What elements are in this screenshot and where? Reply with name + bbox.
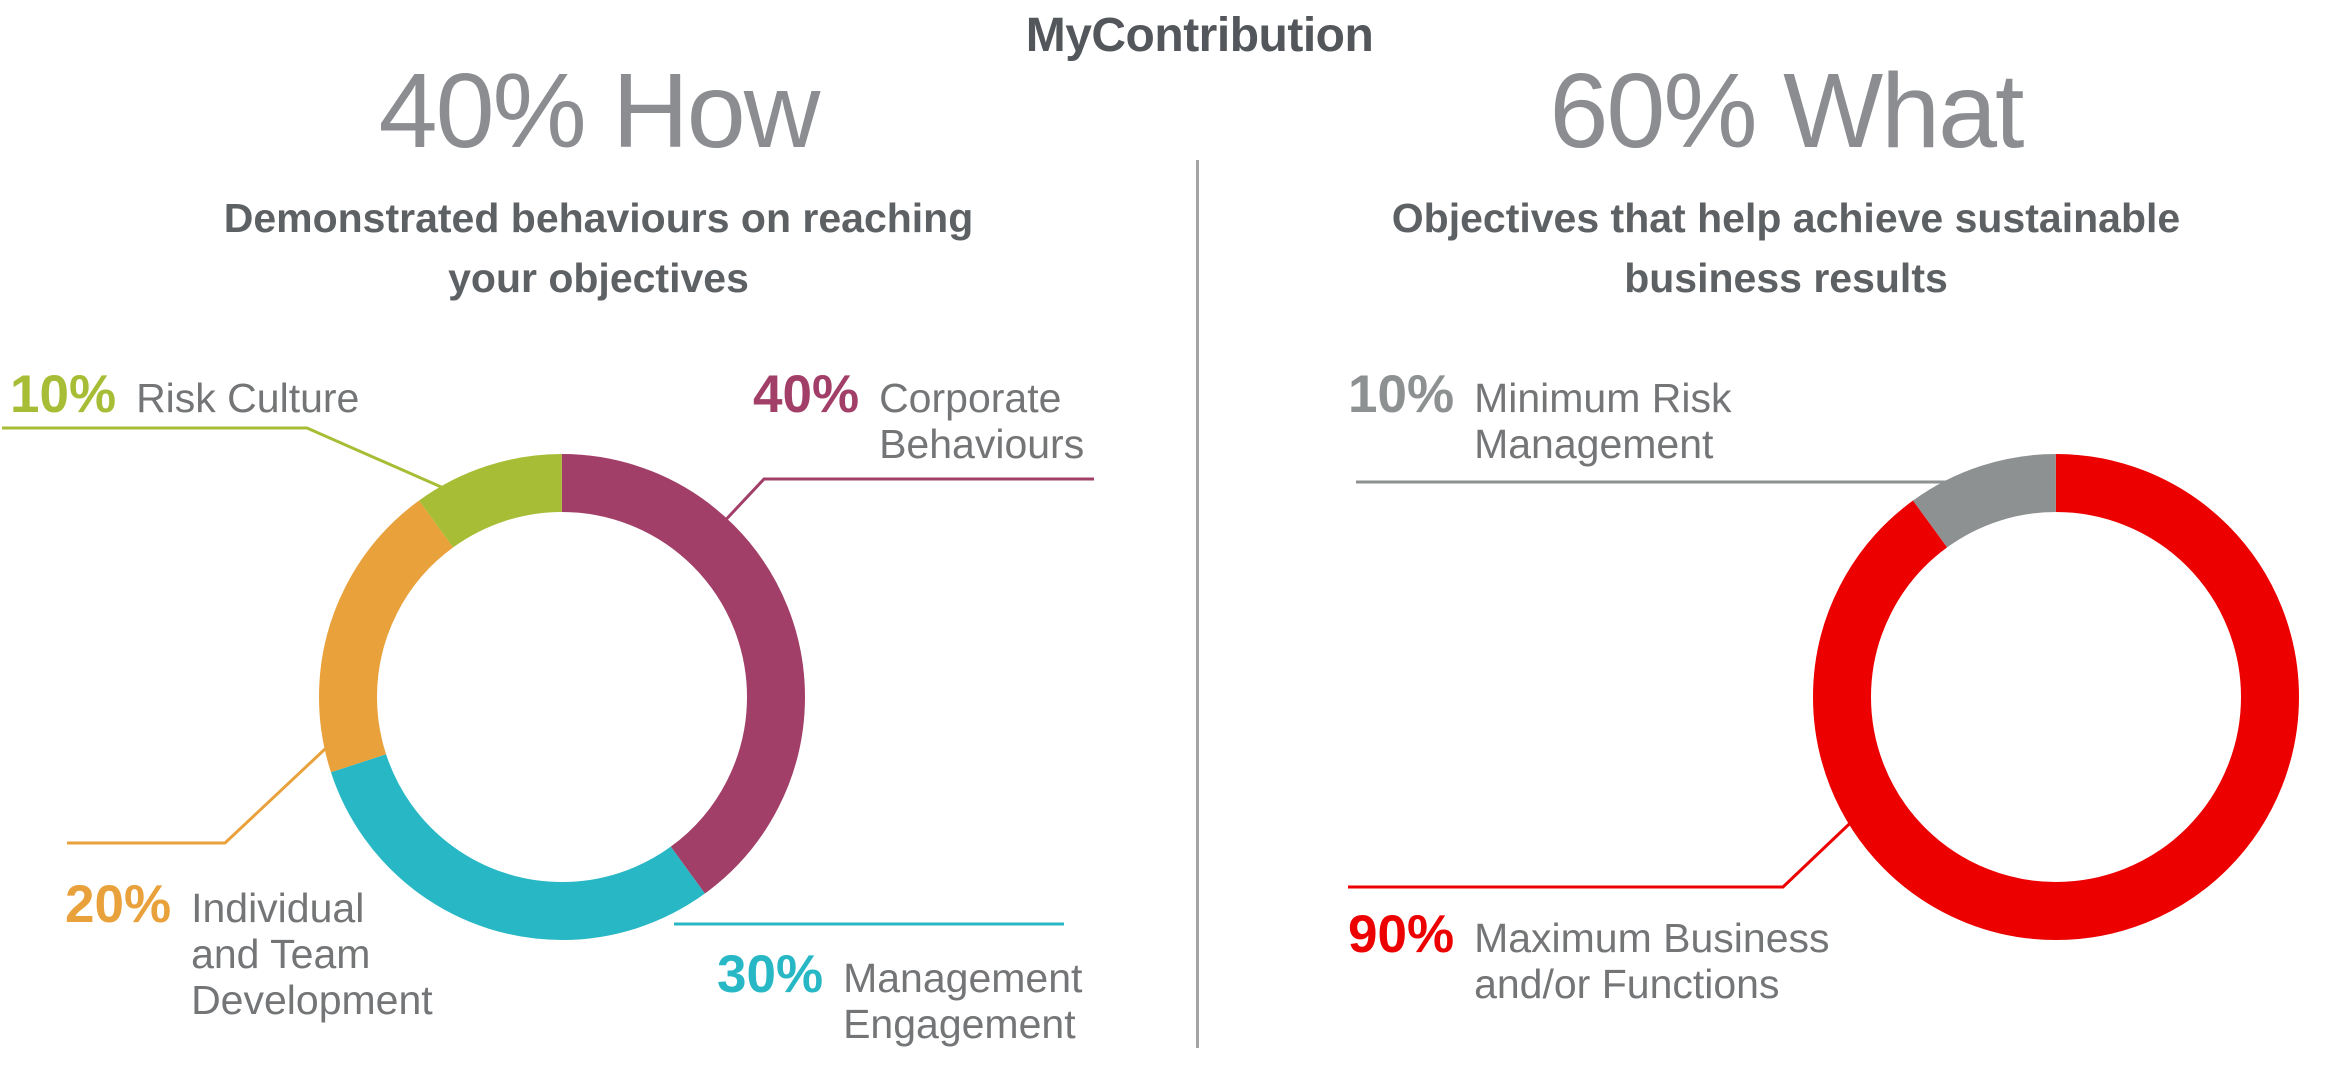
callout-percent: 30% (717, 945, 824, 1004)
callout-label: Maximum Business and/or Functions (1474, 915, 1829, 1007)
subtitle-line: Objectives that help achieve sustainable (1391, 195, 2181, 241)
callout-label-line: Minimum Risk (1474, 375, 1732, 421)
callout-label-line: Engagement (843, 1001, 1076, 1047)
callout-label-line: Development (191, 977, 433, 1023)
page-title: MyContribution (1025, 9, 1374, 62)
donut-chart-what (1813, 454, 2299, 940)
callout-label-line: Behaviours (879, 421, 1085, 467)
callout-management-engagement: 30% Management Engagement (717, 945, 1082, 1047)
left-panel-heading: 40% How (378, 52, 821, 170)
callout-risk-culture: 10% Risk Culture (10, 365, 359, 424)
callout-maximum-business-functions: 90% Maximum Business and/or Functions (1348, 905, 1830, 1007)
leader-line-individual-development (67, 732, 343, 845)
callout-label-line: Maximum Business (1474, 915, 1830, 961)
callout-percent: 10% (1348, 365, 1455, 424)
callout-corporate-behaviours: 40% Corporate Behaviours (753, 365, 1084, 467)
subtitle-line: your objectives (448, 255, 749, 301)
callout-label-line: Management (843, 955, 1083, 1001)
subtitle-line: business results (1624, 255, 1948, 301)
callout-percent: 90% (1348, 905, 1455, 964)
callout-label: Management Engagement (843, 955, 1082, 1047)
callout-label: Individual and Team Development (191, 885, 433, 1023)
callout-label-line: Corporate (879, 375, 1062, 421)
donut-chart-how (319, 454, 805, 940)
callout-label-line: and/or Functions (1474, 961, 1780, 1007)
callout-individual-team-development: 20% Individual and Team Development (65, 875, 433, 1023)
callout-label-line: Management (1474, 421, 1714, 467)
callout-label-line: Individual (191, 885, 365, 931)
left-panel-subtitle: Demonstrated behaviours on reaching your… (0, 188, 1197, 308)
right-panel-subtitle: Objectives that help achieve sustainable… (1210, 188, 2349, 308)
callout-label-line: Risk Culture (136, 375, 360, 421)
callout-label: Risk Culture (136, 375, 359, 421)
panel-divider (1196, 160, 1199, 1048)
callout-label: Corporate Behaviours (879, 375, 1084, 467)
subtitle-line: Demonstrated behaviours on reaching (223, 195, 974, 241)
callout-percent: 40% (753, 365, 860, 424)
callout-label-line: and Team (191, 931, 371, 977)
leader-line-maximum-business (1348, 807, 1867, 889)
callout-percent: 10% (10, 365, 117, 424)
right-panel-heading: 60% What (1549, 52, 2024, 170)
callout-label: Minimum Risk Management (1474, 375, 1731, 467)
callout-minimum-risk-management: 10% Minimum Risk Management (1348, 365, 1731, 467)
callout-percent: 20% (65, 875, 172, 934)
